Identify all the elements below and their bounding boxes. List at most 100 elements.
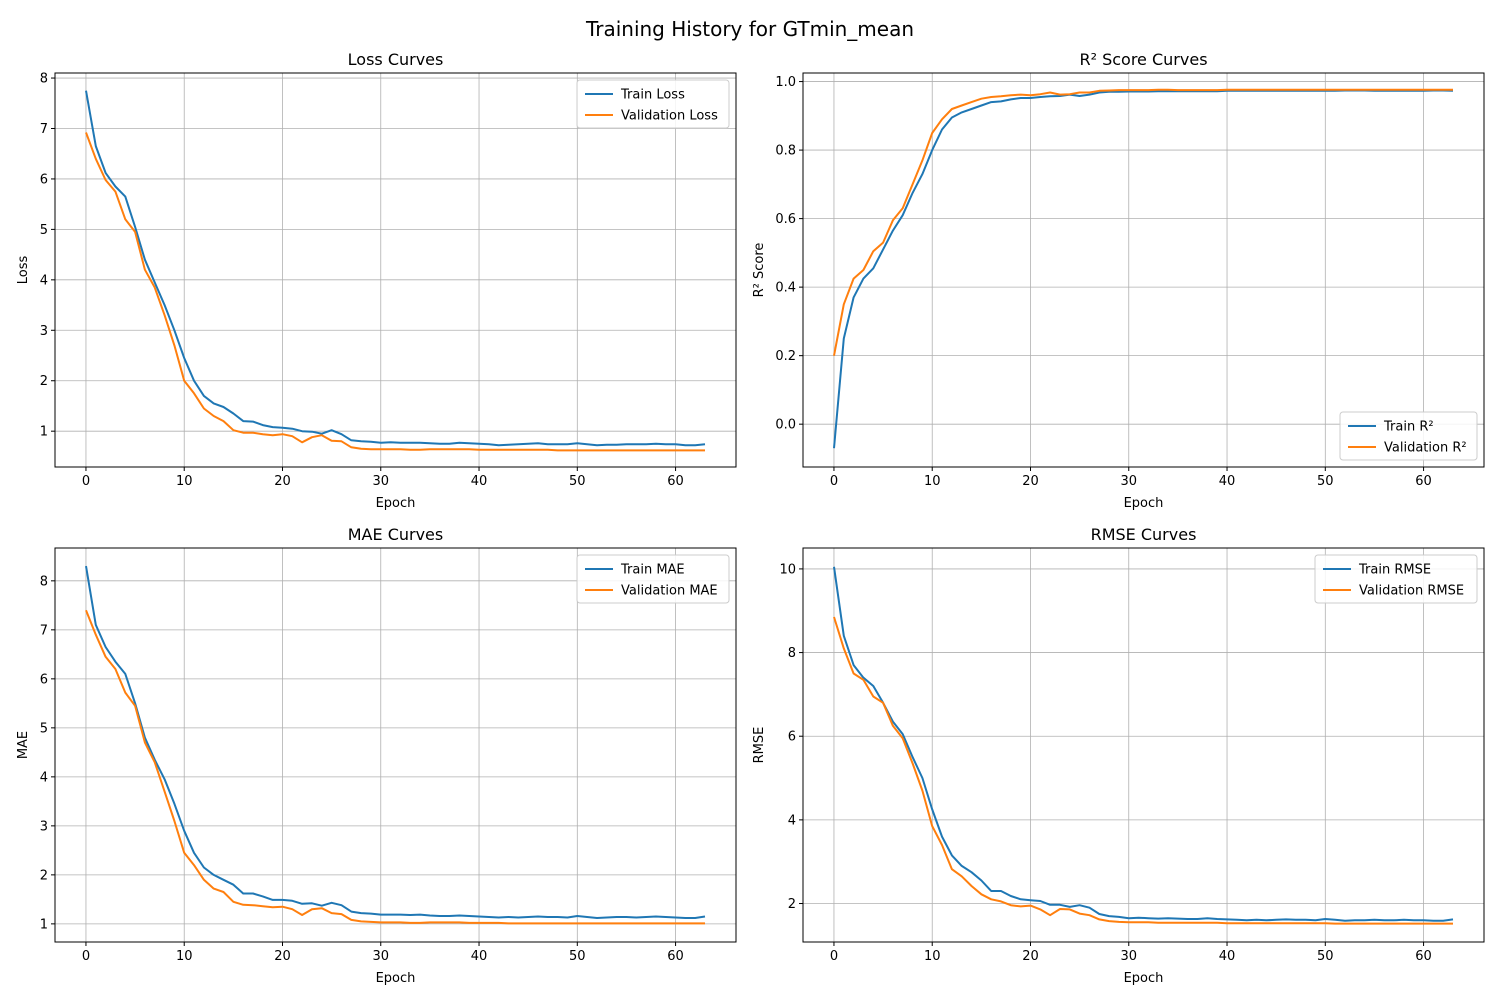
x-axis-label: Epoch [376,496,416,511]
x-tick-label: 10 [924,949,941,964]
y-tick-label: 3 [40,819,48,834]
legend-label: Validation Loss [621,109,718,124]
y-axis-label: RMSE [752,727,767,764]
x-tick-label: 30 [1120,949,1137,964]
x-tick-label: 30 [372,474,389,489]
y-tick-label: 1.0 [775,75,796,90]
axes-frame [802,72,1485,468]
subplot-1: 0 10 20 30 40 50 60 1 2 3 4 5 6 7 8 Loss Curves Epoch Los… [16,50,737,511]
legend: Train MAE Validation MAE [576,554,730,604]
legend-box [1314,554,1478,604]
legend-label: Validation R² [1384,441,1467,456]
subplot-title: MAE Curves [348,525,443,544]
legend-label: Train R² [1383,420,1434,435]
x-tick-label: 40 [1219,949,1236,964]
x-tick-label: 40 [471,949,488,964]
subplot-title: R² Score Curves [1079,50,1207,69]
y-tick-label: 8 [40,574,48,589]
y-tick-label: 6 [40,672,48,687]
series-line-validation [833,88,1453,356]
x-tick-label: 20 [274,474,291,489]
x-tick-label: 30 [1120,474,1137,489]
figure-title: Training History for GTmin_mean [585,17,914,41]
legend: Train RMSE Validation RMSE [1314,554,1478,604]
series-line-validation [85,132,705,452]
x-tick-label: 50 [1317,949,1334,964]
legend-box [576,79,730,129]
y-tick-label: 0.4 [775,281,796,296]
y-tick-label: 6 [40,172,48,187]
x-tick-label: 10 [924,474,941,489]
x-tick-label: 0 [830,949,838,964]
y-tick-label: 3 [40,324,48,339]
x-tick-label: 0 [82,474,90,489]
x-tick-label: 50 [1317,474,1334,489]
y-tick-label: 2 [40,868,48,883]
y-tick-label: 1 [40,425,48,440]
y-tick-label: 8 [40,72,48,87]
x-tick-label: 60 [1415,949,1432,964]
x-tick-label: 20 [274,949,291,964]
x-tick-label: 60 [667,949,684,964]
x-tick-label: 10 [176,949,193,964]
y-tick-label: 2 [40,374,48,389]
y-tick-label: 2 [788,897,796,912]
legend: Train R² Validation R² [1339,411,1478,461]
x-tick-label: 0 [82,949,90,964]
x-tick-label: 0 [830,474,838,489]
x-tick-label: 50 [569,949,586,964]
subplot-title: Loss Curves [348,50,444,69]
y-tick-label: 5 [40,223,48,238]
series-line-train [85,565,706,919]
x-tick-label: 20 [1022,949,1039,964]
x-tick-label: 30 [372,949,389,964]
x-tick-label: 60 [1415,474,1432,489]
x-axis-label: Epoch [1124,971,1164,986]
legend-label: Validation RMSE [1359,584,1464,599]
series-line-validation [85,609,705,925]
subplot-2: 0 10 20 30 40 50 60 0.0 0.2 0.4 0.6 0.8 1.0 R² Score … [752,50,1485,511]
subplot-4: 0 10 20 30 40 50 60 2 4 6 8 10 RMSE Curves Epoch RMSE T… [752,525,1485,986]
legend-label: Train RMSE [1358,563,1431,578]
x-tick-label: 60 [667,474,684,489]
axes-frame [54,72,737,468]
series-line-train [85,90,706,447]
x-axis-label: Epoch [1124,496,1164,511]
y-axis-label: Loss [16,256,31,285]
axes-frame [54,547,737,943]
legend: Train Loss Validation Loss [576,79,730,129]
subplot-title: RMSE Curves [1091,525,1197,544]
y-tick-label: 5 [40,721,48,736]
legend-label: Validation MAE [621,584,718,599]
x-tick-label: 40 [471,474,488,489]
x-axis-label: Epoch [376,971,416,986]
y-axis-label: R² Score [752,243,767,298]
y-tick-label: 0.8 [775,144,796,159]
subplot-3: 0 10 20 30 40 50 60 1 2 3 4 5 6 7 8 MAE Curves Epoch MAE T… [16,525,737,986]
y-tick-label: 4 [788,813,796,828]
legend-label: Train Loss [620,88,685,103]
y-tick-label: 6 [788,730,796,745]
y-tick-label: 0.6 [775,212,796,227]
x-tick-label: 40 [1219,474,1236,489]
y-tick-label: 7 [40,623,48,638]
y-tick-label: 1 [40,917,48,932]
series-line-validation [833,616,1453,925]
x-tick-label: 20 [1022,474,1039,489]
y-tick-label: 0.0 [775,418,796,433]
series-line-train [833,566,1454,922]
legend-box [576,554,730,604]
legend-label: Train MAE [620,563,685,578]
y-tick-label: 7 [40,122,48,137]
y-tick-label: 4 [40,273,48,288]
axes-frame [802,547,1485,943]
x-tick-label: 10 [176,474,193,489]
x-tick-label: 50 [569,474,586,489]
y-tick-label: 0.2 [775,349,796,364]
y-tick-label: 10 [779,562,796,577]
y-tick-label: 8 [788,646,796,661]
y-axis-label: MAE [16,731,31,759]
